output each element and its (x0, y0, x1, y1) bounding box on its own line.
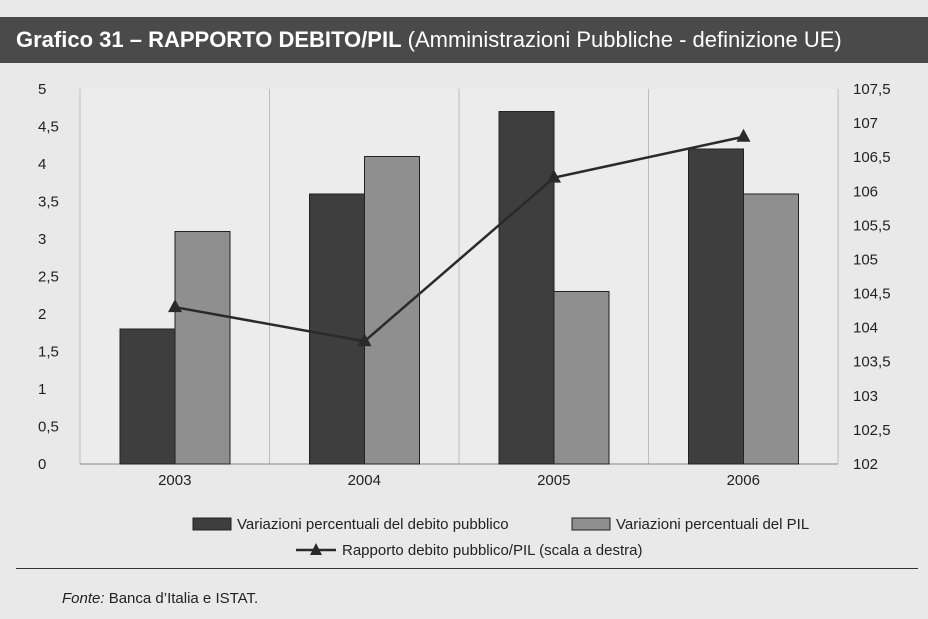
bar-debt (498, 111, 555, 465)
y-right-tick-label: 105,5 (853, 217, 891, 234)
y-left-tick-label: 4 (38, 156, 46, 173)
bar-debt (309, 193, 365, 465)
y-right-tick-label: 103,5 (853, 354, 891, 371)
y-right-tick-label: 103 (853, 388, 878, 405)
y-right-tick-label: 105 (853, 251, 878, 268)
ratio-point (357, 333, 372, 347)
bar-debt (119, 328, 176, 465)
ratio-point (168, 299, 182, 313)
source-note: Fonte: Banca d’Italia e ISTAT. (62, 590, 258, 607)
y-right-tick-label: 106 (853, 183, 878, 200)
y-right-tick-label: 104 (853, 320, 878, 337)
y-right-tick-label: 106,5 (853, 149, 891, 166)
bar-gdp (553, 291, 610, 465)
ratio-line (174, 135, 744, 343)
y-left-tick-label: 0 (38, 456, 46, 473)
bar-gdp (364, 156, 420, 465)
y-right-tick-label: 102,5 (853, 422, 891, 439)
x-tick-label: 2006 (727, 472, 760, 489)
ratio-point (547, 169, 561, 183)
legend-swatch (192, 517, 232, 531)
source-label: Fonte: (62, 590, 105, 607)
bar-debt (688, 148, 744, 465)
chart: 0 0,5 1 1,5 2 2,5 3 3,5 4 4,5 5 102 102,5 103 103,5 104… (38, 81, 891, 559)
chart-title: Grafico 31 – RAPPORTO DEBITO/PIL (Ammini… (0, 17, 928, 63)
x-tick-label: 2003 (158, 472, 191, 489)
legend-label: Variazioni percentuali del PIL (616, 516, 809, 533)
ratio-point (736, 128, 751, 142)
bar-gdp (743, 193, 799, 465)
legend-marker (310, 543, 322, 555)
y-left-tick-label: 0,5 (38, 419, 59, 436)
source-text: Banca d’Italia e ISTAT. (108, 590, 259, 607)
x-tick-label: 2005 (537, 472, 570, 489)
x-tick-label: 2004 (348, 472, 381, 489)
footer-divider (16, 568, 918, 569)
y-left-tick-label: 2,5 (38, 269, 59, 286)
y-right-tick-label: 107 (853, 115, 878, 132)
legend-label: Variazioni percentuali del debito pubbli… (237, 516, 509, 533)
chart-title-main: Grafico 31 – RAPPORTO DEBITO/PIL (16, 27, 402, 52)
y-left-tick-label: 1,5 (38, 344, 59, 361)
y-left-tick-label: 4,5 (38, 119, 59, 136)
y-left-tick-label: 1 (38, 381, 46, 398)
bar-gdp (174, 231, 231, 465)
y-left-tick-label: 2 (38, 306, 46, 323)
chart-title-sub: (Amministrazioni Pubbliche - definizione… (407, 27, 842, 52)
legend-swatch (571, 517, 611, 531)
y-left-tick-label: 3,5 (38, 194, 59, 211)
y-right-tick-label: 102 (853, 456, 878, 473)
y-right-tick-label: 104,5 (853, 286, 891, 303)
legend-label: Rapporto debito pubblico/PIL (scala a de… (342, 542, 642, 559)
y-left-tick-label: 5 (38, 81, 46, 98)
y-right-tick-label: 107,5 (853, 81, 891, 98)
y-left-tick-label: 3 (38, 231, 46, 248)
